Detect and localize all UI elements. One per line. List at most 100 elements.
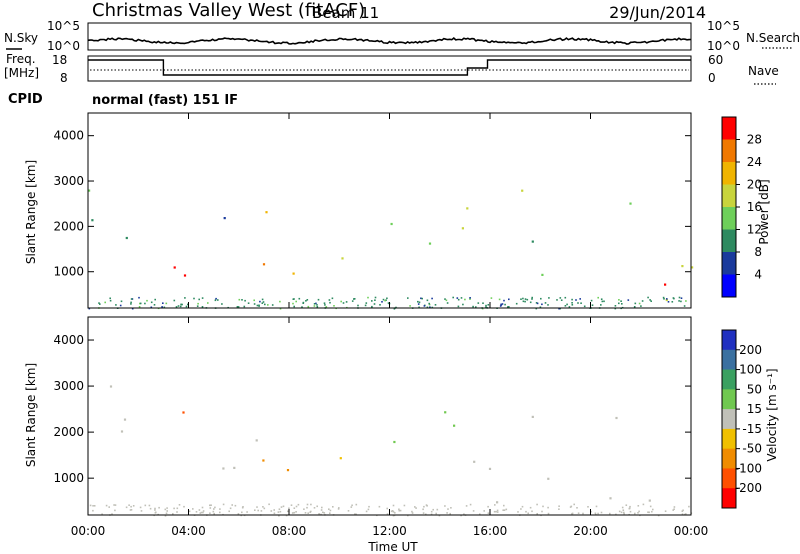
data-cell bbox=[154, 509, 156, 511]
data-cell bbox=[535, 307, 538, 310]
data-cell bbox=[215, 297, 217, 300]
data-cell bbox=[595, 505, 598, 508]
x-tick-label: 00:00 bbox=[71, 524, 106, 538]
data-cell bbox=[255, 439, 258, 442]
y-tick-label: 3000 bbox=[53, 379, 84, 393]
data-cell bbox=[130, 303, 132, 305]
data-cell bbox=[665, 298, 668, 302]
data-cell bbox=[680, 297, 683, 299]
colorbar-swatch bbox=[722, 330, 736, 351]
data-cell bbox=[280, 506, 283, 508]
data-cell bbox=[184, 297, 186, 299]
data-cell bbox=[378, 505, 381, 508]
data-cell bbox=[158, 506, 160, 509]
data-cell bbox=[649, 505, 652, 508]
data-cell bbox=[130, 509, 133, 511]
power-y-axis: 1000 2000 3000 4000 bbox=[53, 129, 691, 279]
data-cell bbox=[263, 507, 266, 510]
data-cell bbox=[462, 303, 464, 306]
data-cell bbox=[529, 301, 532, 304]
data-cell bbox=[398, 508, 400, 511]
data-cell bbox=[673, 506, 676, 508]
data-cell bbox=[541, 303, 543, 306]
data-cell bbox=[536, 513, 538, 515]
data-cell bbox=[435, 512, 437, 515]
data-cell bbox=[614, 305, 617, 307]
data-cell bbox=[430, 510, 433, 513]
data-cell bbox=[466, 207, 469, 210]
data-cell bbox=[386, 297, 388, 300]
data-cell bbox=[139, 302, 142, 305]
station-title: Christmas Valley West (fitACF) bbox=[92, 0, 365, 21]
data-cell bbox=[209, 512, 211, 514]
data-cell bbox=[494, 504, 496, 506]
data-cell bbox=[166, 507, 168, 509]
data-cell bbox=[217, 299, 219, 301]
data-cell bbox=[200, 511, 203, 514]
data-cell bbox=[386, 513, 389, 515]
data-cell bbox=[496, 501, 499, 504]
data-cell bbox=[172, 513, 174, 515]
data-cell bbox=[165, 512, 168, 515]
data-cell bbox=[221, 303, 223, 305]
data-cell bbox=[547, 477, 550, 480]
data-cell bbox=[306, 506, 308, 509]
data-cell bbox=[621, 303, 623, 305]
freq-right-top-tick: 60 bbox=[708, 53, 723, 67]
data-cell bbox=[417, 300, 419, 303]
data-cell bbox=[338, 507, 340, 509]
data-cell bbox=[544, 302, 547, 304]
data-cell bbox=[663, 298, 665, 300]
data-cell bbox=[460, 297, 463, 299]
data-cell bbox=[88, 307, 91, 310]
data-cell bbox=[409, 305, 411, 307]
data-cell bbox=[105, 504, 108, 507]
data-cell bbox=[482, 302, 484, 304]
data-cell bbox=[202, 511, 204, 514]
data-cell bbox=[634, 512, 636, 515]
data-cell bbox=[664, 510, 667, 512]
data-cell bbox=[313, 305, 316, 307]
data-cell bbox=[264, 303, 266, 306]
data-cell bbox=[345, 301, 348, 303]
data-cell bbox=[647, 511, 649, 513]
data-cell bbox=[642, 503, 645, 506]
data-cell bbox=[144, 504, 147, 507]
data-cell bbox=[640, 305, 642, 307]
data-cell bbox=[154, 507, 156, 510]
data-cell bbox=[305, 300, 307, 302]
data-cell bbox=[407, 297, 409, 299]
data-cell bbox=[629, 505, 631, 508]
data-cell bbox=[93, 505, 96, 507]
data-cell bbox=[374, 299, 376, 301]
data-cell bbox=[177, 305, 180, 307]
data-cell bbox=[355, 503, 358, 506]
data-cell bbox=[109, 299, 112, 302]
data-cell bbox=[153, 304, 156, 306]
data-cell bbox=[293, 305, 295, 308]
data-cell bbox=[313, 303, 316, 305]
data-cell bbox=[634, 302, 637, 305]
y-tick-label: 3000 bbox=[53, 174, 84, 188]
velocity-panel: 1000 2000 3000 4000 Slant Range [km] bbox=[24, 316, 693, 517]
data-cell bbox=[176, 507, 179, 510]
data-cell bbox=[178, 504, 181, 506]
data-cell bbox=[418, 306, 420, 309]
data-cell bbox=[173, 507, 175, 510]
data-cell bbox=[490, 297, 493, 299]
data-cell bbox=[384, 299, 386, 302]
data-cell bbox=[428, 302, 430, 305]
data-cell bbox=[426, 306, 429, 309]
data-cell bbox=[125, 236, 128, 240]
data-cell bbox=[392, 514, 395, 517]
velocity-colorbar-label: Velocity [m s⁻¹] bbox=[765, 368, 779, 461]
data-cell bbox=[526, 298, 529, 301]
data-cell bbox=[328, 508, 330, 510]
data-cell bbox=[242, 506, 244, 508]
data-cell bbox=[531, 296, 533, 299]
data-cell bbox=[207, 302, 209, 304]
data-cell bbox=[672, 297, 675, 299]
data-cell bbox=[246, 511, 248, 513]
data-cell bbox=[310, 510, 312, 513]
data-cell bbox=[391, 510, 394, 512]
